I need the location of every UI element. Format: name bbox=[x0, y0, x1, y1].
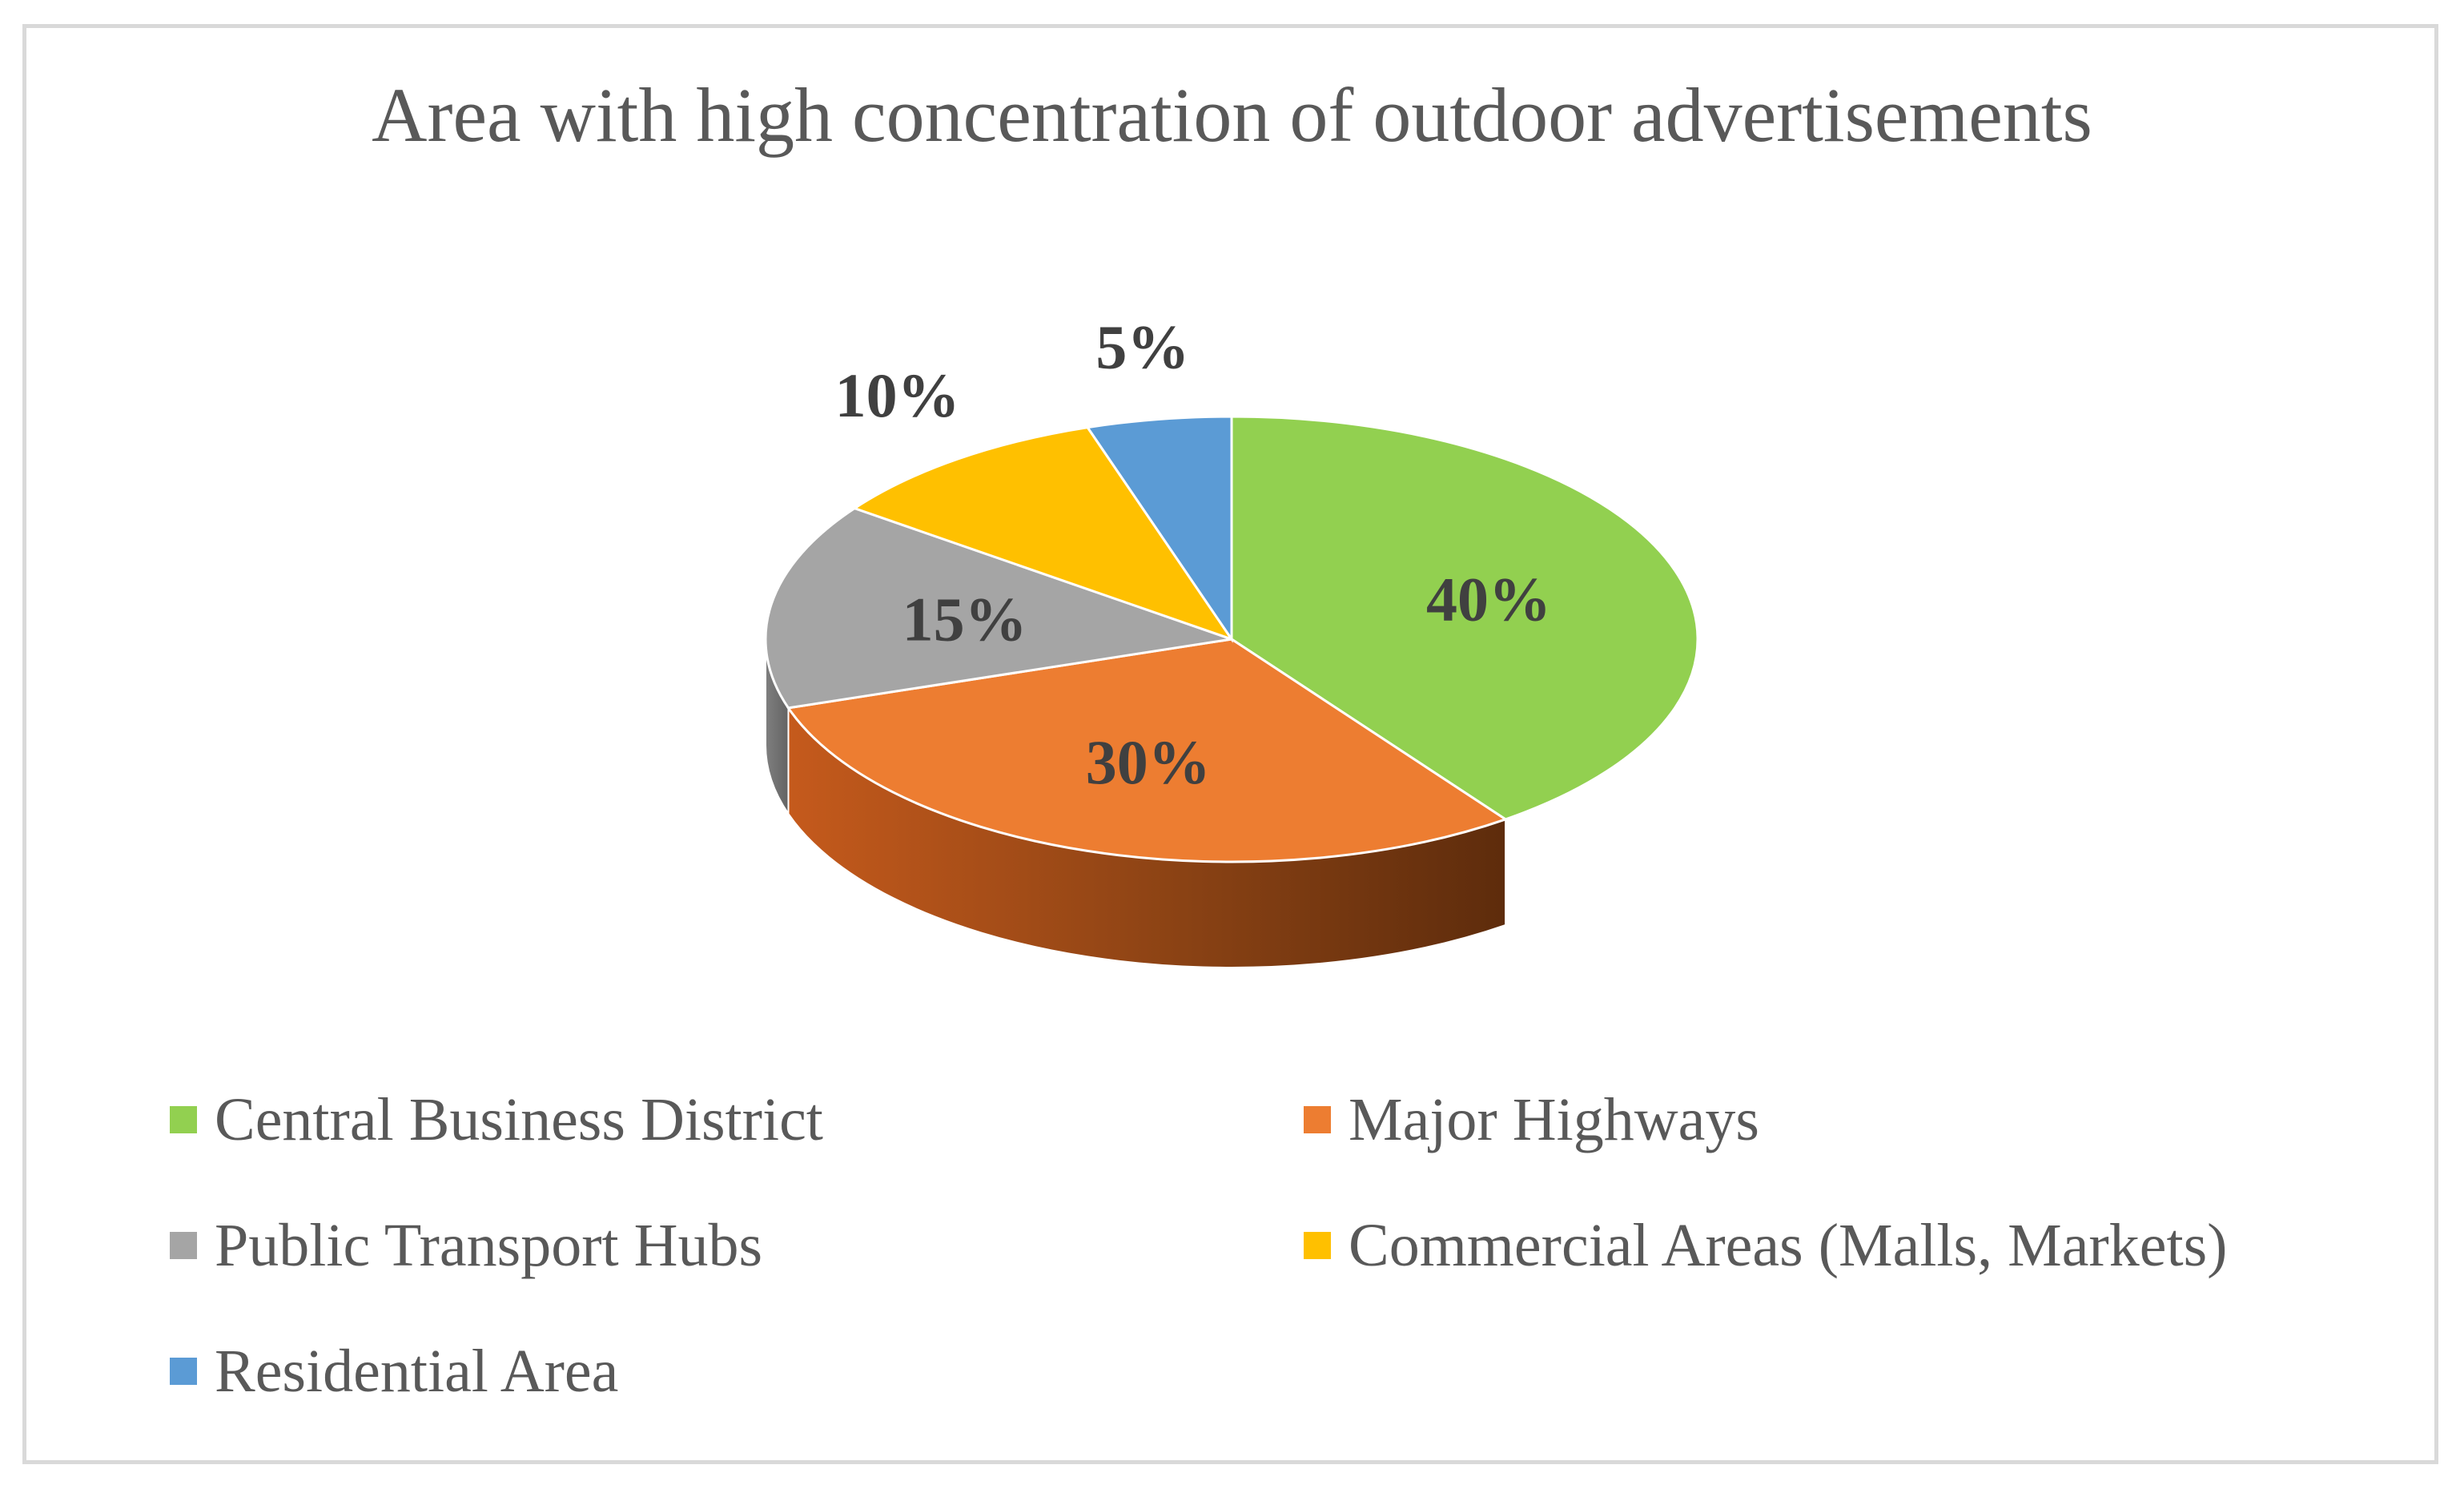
data-label-public-transport-hubs: 15% bbox=[902, 584, 1027, 654]
pie-slice-central-business-district[interactable] bbox=[1230, 415, 1699, 821]
data-label-commercial-areas-malls-markets: 10% bbox=[835, 360, 960, 430]
legend-swatch bbox=[1304, 1232, 1331, 1259]
pie-slice-residential-area[interactable] bbox=[1085, 415, 1233, 643]
legend-item-public-transport-hubs[interactable]: Public Transport Hubs bbox=[170, 1215, 762, 1276]
legend-item-major-highways[interactable]: Major Highways bbox=[1304, 1089, 1759, 1150]
data-label-residential-area: 5% bbox=[1095, 312, 1189, 382]
legend-item-central-business-district[interactable]: Central Business District bbox=[170, 1089, 823, 1150]
legend-label: Residential Area bbox=[215, 1338, 619, 1405]
legend-label: Central Business District bbox=[215, 1086, 823, 1153]
pie-slice-public-transport-hubs[interactable] bbox=[764, 506, 1232, 710]
legend-label: Commercial Areas (Malls, Markets) bbox=[1349, 1212, 2228, 1279]
legend-swatch bbox=[170, 1358, 197, 1385]
legend-item-residential-area[interactable]: Residential Area bbox=[170, 1341, 618, 1402]
legend-label: Public Transport Hubs bbox=[215, 1212, 763, 1279]
legend-item-commercial-areas-malls-markets[interactable]: Commercial Areas (Malls, Markets) bbox=[1304, 1215, 2227, 1276]
legend-swatch bbox=[170, 1232, 197, 1259]
legend-label: Major Highways bbox=[1349, 1086, 1759, 1153]
legend-swatch bbox=[1304, 1106, 1331, 1133]
pie-slice-commercial-areas-malls-markets[interactable] bbox=[851, 425, 1235, 642]
chart-title: Area with high concentration of outdoor … bbox=[372, 72, 2092, 158]
pie-slice-major-highways[interactable] bbox=[786, 638, 1509, 863]
legend-swatch bbox=[170, 1106, 197, 1133]
data-label-major-highways: 30% bbox=[1086, 727, 1211, 797]
data-label-central-business-district: 40% bbox=[1426, 565, 1551, 634]
